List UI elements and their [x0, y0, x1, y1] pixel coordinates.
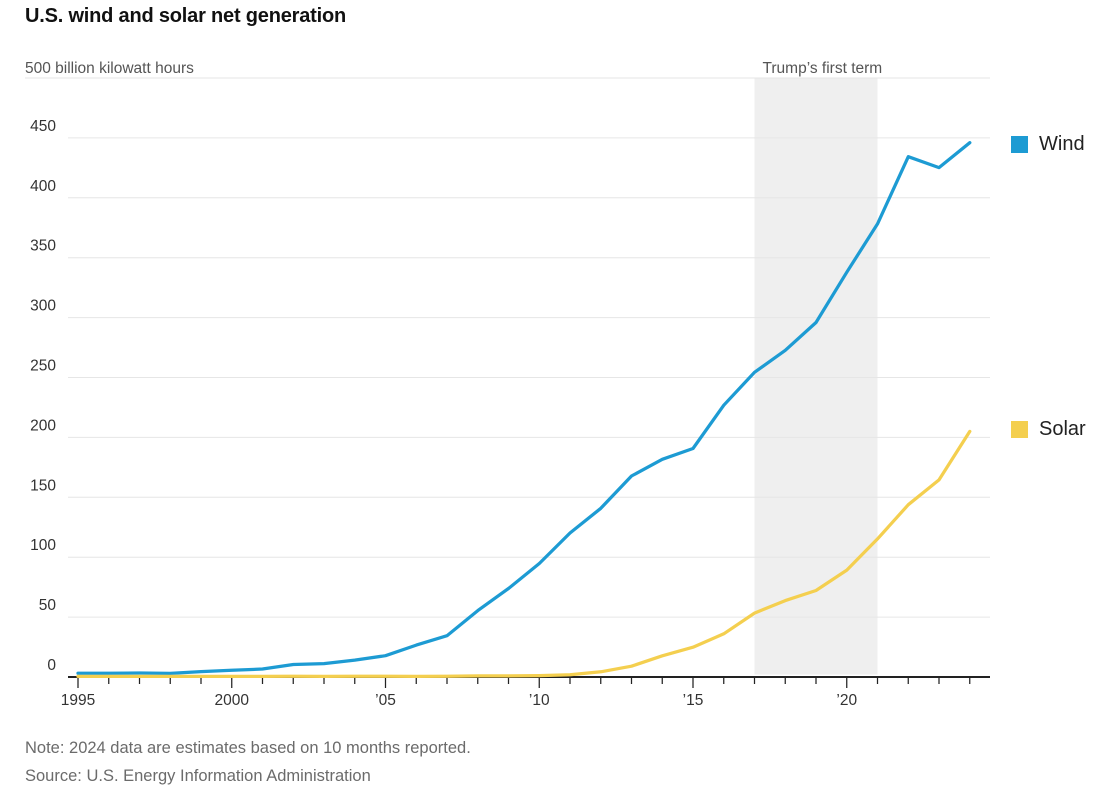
chart-canvas: 0 50 100 150 200 250 300 350 400 450 500 billion k… — [25, 60, 990, 709]
annotation-region-trump-first-term — [754, 78, 878, 675]
note-text: Note: 2024 data are estimates based on 1… — [25, 739, 471, 757]
legend-item-solar: Solar — [1011, 418, 1086, 441]
y-axis-label: 250 — [30, 358, 56, 375]
y-axis-label: 200 — [30, 417, 56, 434]
legend-label-solar: Solar — [1039, 418, 1086, 440]
y-axis-label: 450 — [30, 118, 56, 135]
y-axis-label: 0 — [47, 657, 56, 674]
y-axis-label: 300 — [30, 298, 56, 315]
x-axis-label: ’20 — [836, 692, 857, 709]
y-axis-label: 150 — [30, 477, 56, 494]
chart-title: U.S. wind and solar net generation — [25, 5, 347, 27]
source-text: Source: U.S. Energy Information Administ… — [25, 766, 371, 785]
annotation-label: Trump’s first term — [763, 60, 883, 77]
x-axis-label: 2000 — [215, 692, 250, 709]
wind-legend-swatch-icon — [1011, 136, 1028, 153]
x-axis-label: ’05 — [375, 692, 396, 709]
y-axis-label: 100 — [30, 537, 56, 554]
y-axis-label: 350 — [30, 238, 56, 255]
y-axis-unit-label: 500 billion kilowatt hours — [25, 60, 194, 77]
x-axis-label: ’15 — [683, 692, 704, 709]
chart-footnotes: Note: 2024 data are estimates based on 1… — [25, 735, 471, 790]
y-axis-label: 400 — [30, 178, 56, 195]
wind-line-series — [76, 141, 972, 676]
x-axis-label: 1995 — [61, 692, 95, 709]
x-axis-label: ’10 — [529, 692, 550, 709]
legend-label-wind: Wind — [1039, 133, 1085, 155]
solar-line-series — [76, 429, 972, 679]
y-axis-label: 50 — [39, 597, 57, 614]
legend-item-wind: Wind — [1011, 133, 1085, 156]
solar-legend-swatch-icon — [1011, 421, 1028, 438]
